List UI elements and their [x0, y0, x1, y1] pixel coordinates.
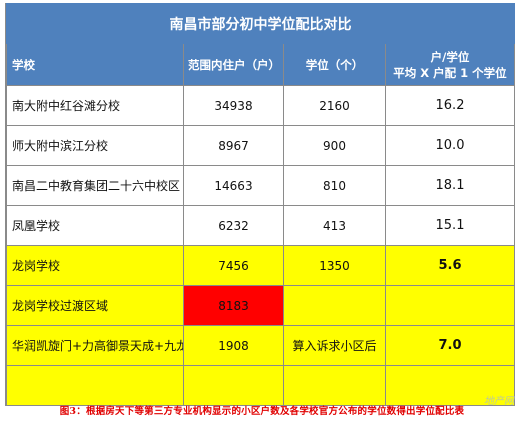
table-row: [6, 365, 515, 406]
cell-households: [183, 365, 284, 406]
cell-school: 华润凯旋门+力高御景天成+九龙郡: [6, 325, 184, 366]
cell-ratio: 7.0: [385, 325, 515, 366]
header-ratio-line1: 户/学位: [430, 49, 470, 64]
title-row: 南昌市部分初中学位配比对比: [6, 3, 515, 44]
cell-school: 凤凰学校: [6, 205, 184, 246]
cell-ratio: [385, 365, 515, 406]
table-row: 南大附中红谷滩分校 34938 2160 16.2: [6, 85, 515, 126]
cell-households: 1908: [183, 325, 284, 366]
table-row: 南昌二中教育集团二十六中校区 14663 810 18.1: [6, 165, 515, 206]
cell-ratio: 16.2: [385, 85, 515, 126]
cell-households: 14663: [183, 165, 284, 206]
header-ratio-line2: 平均 X 户配 1 个学位: [393, 65, 507, 80]
cell-seats: [283, 365, 386, 406]
table-row: 凤凰学校 6232 413 15.1: [6, 205, 515, 246]
cell-school: [6, 365, 184, 406]
cell-school: 师大附中滨江分校: [6, 125, 184, 166]
cell-seats: 413: [283, 205, 386, 246]
cell-households: 8967: [183, 125, 284, 166]
cell-households-highlight: 8183: [183, 285, 284, 326]
cell-households: 7456: [183, 245, 284, 286]
cell-households: 34938: [183, 85, 284, 126]
header-seats: 学位（个）: [283, 43, 386, 86]
watermark: 地产网: [484, 396, 514, 407]
cell-school: 南大附中红谷滩分校: [6, 85, 184, 126]
figure-caption: 图3：根据房天下等第三方专业机构显示的小区户数及各学校官方公布的学位数得出学位配…: [59, 406, 465, 417]
cell-seats: 算入诉求小区后: [283, 325, 386, 366]
header-school: 学校: [6, 43, 184, 86]
cell-ratio: [385, 285, 515, 326]
table-row: 华润凯旋门+力高御景天成+九龙郡 1908 算入诉求小区后 7.0: [6, 325, 515, 366]
cell-ratio: 10.0: [385, 125, 515, 166]
cell-school: 龙岗学校过渡区域: [6, 285, 184, 326]
cell-ratio: 5.6: [385, 245, 515, 286]
table-row: 龙岗学校 7456 1350 5.6: [6, 245, 515, 286]
cell-seats: 1350: [283, 245, 386, 286]
cell-school: 龙岗学校: [6, 245, 184, 286]
table-row: 师大附中滨江分校 8967 900 10.0: [6, 125, 515, 166]
header-row: 学校 范围内住户（户） 学位（个） 户/学位 平均 X 户配 1 个学位: [6, 43, 515, 86]
cell-seats: 2160: [283, 85, 386, 126]
header-ratio: 户/学位 平均 X 户配 1 个学位: [385, 43, 515, 86]
table-container: 南昌市部分初中学位配比对比 学校 范围内住户（户） 学位（个） 户/学位 平均 …: [5, 3, 515, 406]
cell-ratio: 15.1: [385, 205, 515, 246]
ratio-table: 南昌市部分初中学位配比对比 学校 范围内住户（户） 学位（个） 户/学位 平均 …: [6, 3, 515, 406]
table-title: 南昌市部分初中学位配比对比: [6, 3, 515, 44]
cell-seats: 900: [283, 125, 386, 166]
cell-seats: [283, 285, 386, 326]
table-row: 龙岗学校过渡区域 8183: [6, 285, 515, 326]
cell-households: 6232: [183, 205, 284, 246]
cell-seats: 810: [283, 165, 386, 206]
cell-ratio: 18.1: [385, 165, 515, 206]
header-households: 范围内住户（户）: [183, 43, 284, 86]
cell-school: 南昌二中教育集团二十六中校区: [6, 165, 184, 206]
